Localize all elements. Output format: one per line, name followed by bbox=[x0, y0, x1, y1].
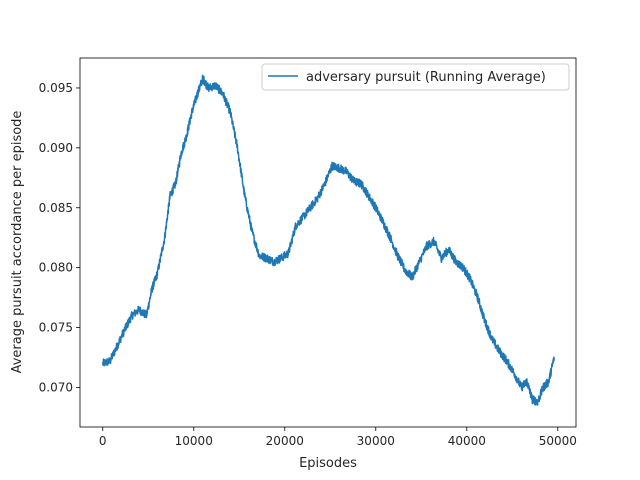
x-tick-label: 40000 bbox=[448, 434, 486, 448]
series-layer bbox=[102, 74, 555, 406]
y-tick-label: 0.085 bbox=[39, 201, 73, 215]
y-axis-label: Average pursuit accordance per episode bbox=[10, 111, 25, 374]
x-axis-label: Episodes bbox=[299, 456, 357, 471]
x-tick-label: 20000 bbox=[266, 434, 304, 448]
legend-box bbox=[261, 63, 570, 91]
y-tick-label: 0.080 bbox=[39, 261, 73, 275]
legend: adversary pursuit (Running Average) bbox=[261, 63, 570, 91]
plot-frame bbox=[79, 57, 577, 428]
series-line-adversary-pursuit bbox=[102, 74, 555, 406]
x-tick-label: 30000 bbox=[357, 434, 395, 448]
y-tick-label: 0.070 bbox=[39, 380, 73, 394]
y-axis: 0.070 0.075 0.080 0.085 0.090 0.095 bbox=[39, 81, 80, 394]
x-axis: 0 10000 20000 30000 40000 50000 bbox=[99, 427, 577, 448]
y-tick-label: 0.075 bbox=[39, 321, 73, 335]
x-tick-label: 50000 bbox=[539, 434, 577, 448]
y-tick-label: 0.095 bbox=[39, 81, 73, 95]
plot-background bbox=[80, 58, 576, 427]
legend-entry-label: adversary pursuit (Running Average) bbox=[306, 70, 546, 85]
x-tick-label: 10000 bbox=[175, 434, 213, 448]
x-tick-label: 0 bbox=[99, 434, 107, 448]
y-tick-label: 0.090 bbox=[39, 141, 73, 155]
